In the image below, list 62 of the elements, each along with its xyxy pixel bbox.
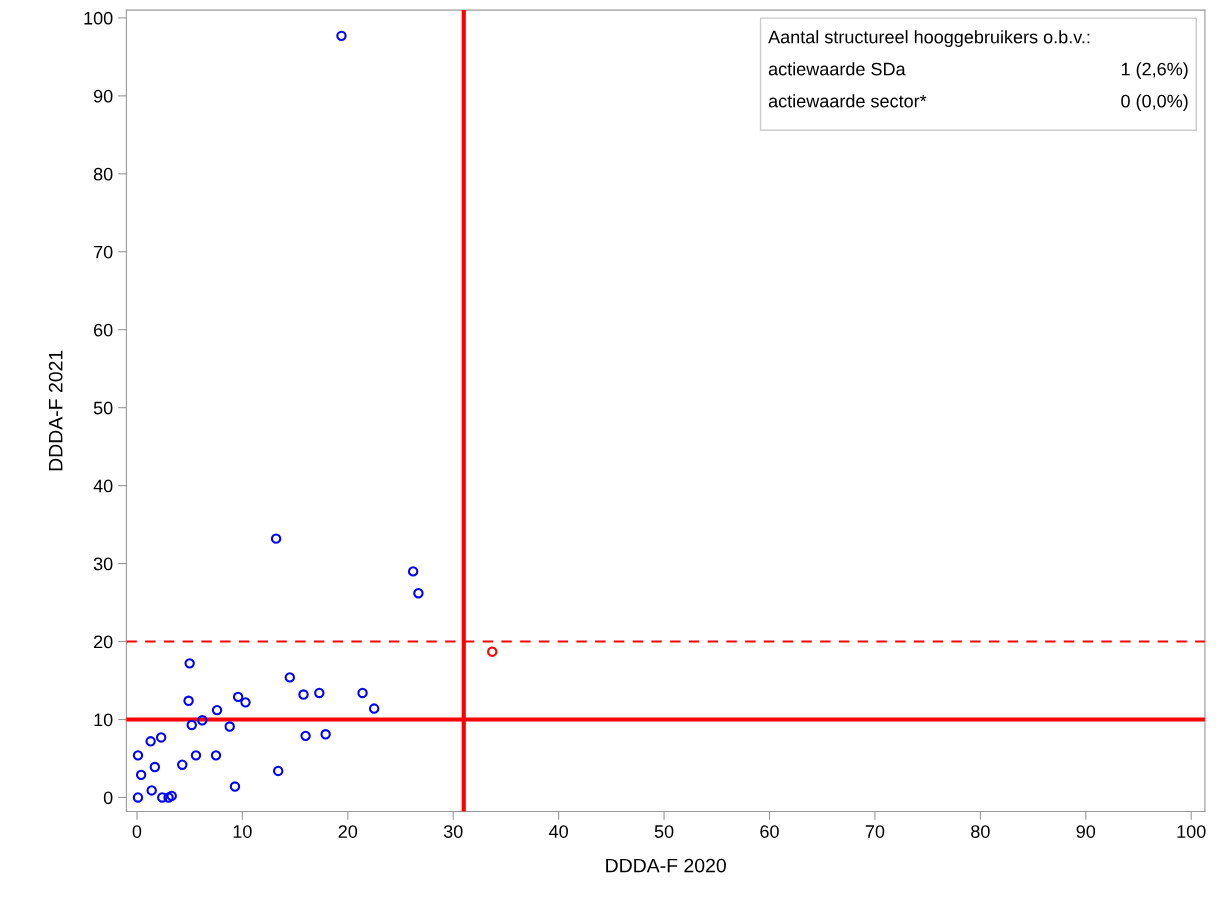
x-tick-label: 100 — [1177, 825, 1206, 838]
point — [487, 646, 498, 657]
x-axis-title: DDDA-F 2020 — [606, 858, 726, 873]
point — [157, 792, 168, 803]
x-tick-label: 50 — [654, 825, 674, 838]
y-tick-label: 40 — [93, 479, 113, 493]
point — [270, 533, 282, 544]
annotation: 0 (0,0%) — [1121, 94, 1188, 112]
point — [224, 721, 235, 732]
point — [284, 672, 295, 683]
x-tick-label: 0 — [132, 825, 142, 838]
x-tick-label: 10 — [233, 825, 252, 838]
annotation: actiewaarde SDa — [768, 62, 906, 76]
point — [146, 785, 157, 796]
point — [132, 792, 144, 803]
point — [186, 719, 197, 731]
point — [232, 691, 244, 703]
point — [145, 736, 156, 747]
y-tick-label: 10 — [94, 713, 113, 727]
point — [336, 30, 347, 42]
y-tick-label: 30 — [93, 557, 113, 571]
annotation: Aantal structureel hooggebruikers o.b.v.: — [768, 30, 1090, 47]
x-tick-label: 70 — [865, 825, 885, 838]
point — [407, 566, 419, 577]
point — [300, 730, 311, 742]
y-tick-label: 0 — [103, 791, 113, 805]
point — [413, 588, 424, 599]
point — [155, 732, 167, 743]
x-tick-label: 90 — [1076, 825, 1096, 838]
annotation: 1 (2,6%) — [1121, 62, 1188, 80]
y-tick-label: 70 — [94, 245, 113, 259]
point — [132, 750, 144, 761]
point — [368, 703, 380, 714]
annotation: actiewaarde sector* — [768, 94, 927, 108]
y-tick-label: 80 — [93, 167, 113, 181]
y-tick-label: 90 — [93, 89, 113, 103]
x-tick-label: 40 — [549, 825, 568, 838]
point — [272, 765, 284, 777]
point — [357, 687, 368, 699]
point — [240, 697, 251, 708]
point — [229, 781, 241, 792]
point — [197, 715, 208, 726]
point — [298, 689, 309, 700]
x-tick-label: 20 — [338, 825, 358, 838]
point — [135, 769, 147, 781]
point — [320, 729, 331, 740]
y-axis-title: DDDA-F 2021 — [48, 350, 63, 471]
point — [314, 687, 325, 699]
point — [183, 695, 194, 706]
point — [210, 750, 222, 761]
x-tick-label: 80 — [971, 825, 990, 838]
point — [177, 759, 188, 770]
point — [190, 750, 202, 761]
y-tick-label: 100 — [84, 11, 113, 25]
y-tick-label: 60 — [94, 323, 113, 337]
point — [184, 658, 195, 669]
x-tick-label: 30 — [443, 825, 463, 838]
y-tick-label: 50 — [93, 401, 113, 415]
y-tick-label: 20 — [94, 635, 113, 649]
point — [211, 704, 223, 716]
point — [149, 761, 161, 773]
x-tick-label: 60 — [760, 825, 779, 838]
